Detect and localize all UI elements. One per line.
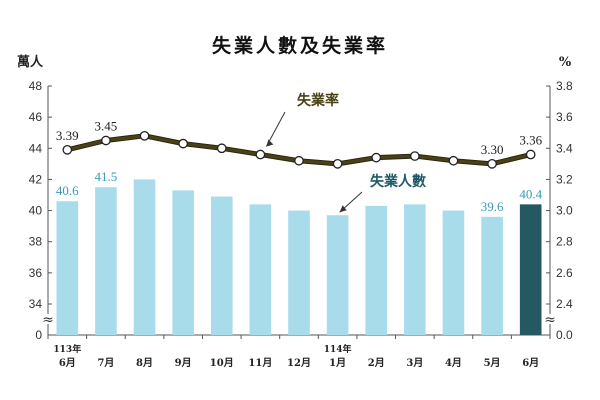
x-tick-label: 5月 xyxy=(484,357,501,369)
year-label: 113年 xyxy=(53,343,81,355)
year-label: 114年 xyxy=(324,343,352,355)
x-tick-label: 4月 xyxy=(445,357,462,369)
bar xyxy=(288,210,310,335)
rate-point xyxy=(101,135,111,146)
bar xyxy=(481,216,503,335)
x-tick-label: 11月 xyxy=(248,357,272,369)
axes: 48 46 44 42 40 38 36 34 0 3.8 3.6 3.4 3.2 3.0 2.8 2.6 2.… xyxy=(29,79,573,369)
rate-series-name: 失業率 xyxy=(297,92,339,109)
right-axis-unit: % xyxy=(559,55,572,70)
left-tick-label: 42 xyxy=(29,172,43,186)
bar xyxy=(442,210,465,335)
rate-value-label: 3.30 xyxy=(481,142,504,157)
x-tick-label: 10月 xyxy=(210,357,234,369)
right-tick-label: 2.8 xyxy=(556,235,573,249)
rate-point xyxy=(178,138,189,149)
rate-line xyxy=(62,130,536,169)
rate-point xyxy=(371,152,382,163)
rate-point xyxy=(62,144,73,155)
left-tick-label: 38 xyxy=(29,235,43,249)
left-tick-label: 44 xyxy=(29,141,43,155)
right-tick-label: 3.2 xyxy=(556,172,573,186)
left-tick-label: 0 xyxy=(35,328,42,342)
left-tick-label: 36 xyxy=(29,266,43,280)
right-tick-label: 3.4 xyxy=(556,141,573,155)
count-arrow-head xyxy=(339,205,347,213)
right-axis-break: ≈ xyxy=(544,312,556,328)
bar xyxy=(172,190,194,335)
rate-point xyxy=(448,155,459,166)
rate-point xyxy=(409,151,420,161)
left-tick-label: 34 xyxy=(29,297,43,311)
x-tick-label: 2月 xyxy=(368,357,385,369)
left-tick-label: 46 xyxy=(29,110,43,124)
bar-value-label: 40.6 xyxy=(56,183,79,198)
right-tick-label: 0.0 xyxy=(556,328,573,342)
count-series-name: 失業人數 xyxy=(370,173,426,190)
data-labels: 40.6 41.5 39.6 40.4 3.39 3.45 3.30 3.36 xyxy=(56,119,543,214)
right-tick-label: 3.8 xyxy=(556,79,573,93)
rate-value-label: 3.36 xyxy=(519,133,542,148)
bar xyxy=(519,204,542,335)
left-axis-unit: 萬人 xyxy=(17,54,44,70)
x-tick-label: 9月 xyxy=(175,357,192,369)
axis-break-mask xyxy=(42,314,54,324)
bar-value-label: 39.6 xyxy=(481,199,504,214)
bar-value-label: 40.4 xyxy=(519,186,542,201)
rate-point xyxy=(487,159,497,169)
bar xyxy=(365,205,388,335)
rate-point xyxy=(525,149,536,160)
bar-value-label: 41.5 xyxy=(95,169,118,184)
left-tick-label: 40 xyxy=(29,204,43,218)
rate-value-label: 3.39 xyxy=(56,128,79,143)
bar xyxy=(95,187,117,335)
axis-break-mask xyxy=(544,314,556,324)
left-tick-label: 48 xyxy=(29,79,43,93)
rate-point xyxy=(294,155,304,166)
x-tick-label: 7月 xyxy=(97,357,114,369)
bars xyxy=(56,179,542,335)
rate-point xyxy=(255,149,266,160)
x-tick-label: 3月 xyxy=(406,357,423,369)
bar xyxy=(326,215,349,335)
rate-point xyxy=(216,143,227,154)
x-tick-label: 6月 xyxy=(59,357,76,369)
rate-arrow-head xyxy=(266,139,274,147)
right-tick-label: 2.4 xyxy=(556,297,573,311)
bar xyxy=(210,196,233,335)
bar xyxy=(404,204,426,335)
x-tick-label: 8月 xyxy=(136,357,153,369)
right-tick-label: 2.6 xyxy=(556,266,573,280)
right-tick-label: 3.0 xyxy=(556,204,573,218)
x-tick-label: 12月 xyxy=(287,357,311,369)
x-tick-label: 6月 xyxy=(522,357,539,369)
rate-value-label: 3.45 xyxy=(95,119,118,134)
bar xyxy=(249,204,272,335)
rate-point xyxy=(332,159,343,169)
right-tick-label: 3.6 xyxy=(556,110,573,124)
bar xyxy=(56,201,79,335)
bar xyxy=(133,179,156,335)
chart-title: 失業人數及失業率 xyxy=(212,34,388,57)
rate-point xyxy=(139,130,150,141)
left-axis-break: ≈ xyxy=(42,312,54,328)
x-tick-label: 1月 xyxy=(329,357,346,369)
